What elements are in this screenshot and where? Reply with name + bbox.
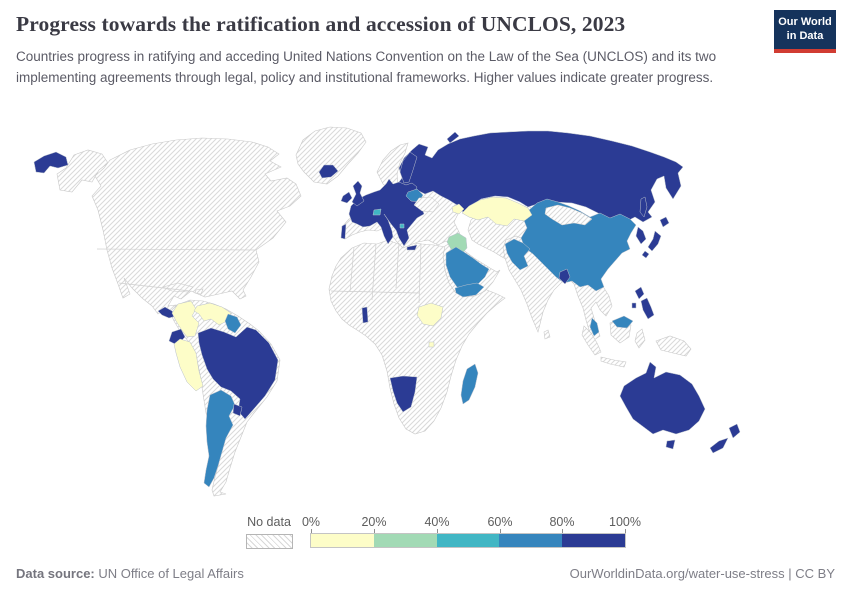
country-guyana[interactable] [224, 313, 242, 334]
country-south-korea[interactable] [635, 226, 647, 245]
legend-tick-mark [562, 529, 563, 534]
legend-tick-mark [374, 529, 375, 534]
country-north-macedonia[interactable] [399, 223, 405, 229]
region-north-america[interactable] [91, 137, 302, 315]
country-philippines-luzon[interactable] [634, 286, 645, 300]
owid-logo[interactable]: Our World in Data [774, 10, 836, 53]
legend-tick-label-20: 20% [361, 515, 387, 529]
country-azerbaijan[interactable] [451, 203, 465, 215]
country-brazil[interactable] [197, 326, 279, 420]
legend-tick-label-0: 0% [301, 515, 321, 529]
country-malaysia-borneo[interactable] [611, 315, 634, 329]
chart-footer: Data source: UN Office of Legal Affairs … [16, 566, 835, 581]
region-sri-lanka[interactable] [543, 329, 551, 340]
region-alaska[interactable] [56, 149, 109, 193]
country-saudi-arabia[interactable] [445, 246, 490, 291]
country-bangladesh[interactable] [558, 268, 571, 285]
country-yemen[interactable] [454, 282, 485, 298]
region-sumatra[interactable] [581, 325, 602, 356]
country-south-sudan[interactable] [416, 302, 444, 327]
country-peru[interactable] [173, 338, 204, 392]
country-russia-novaya-zemlya[interactable] [446, 131, 460, 144]
data-source: Data source: UN Office of Legal Affairs [16, 566, 244, 581]
chart-subtitle: Countries progress in ratifying and acce… [16, 49, 717, 85]
country-venezuela[interactable] [193, 302, 232, 326]
country-rwanda[interactable] [428, 341, 435, 348]
country-china[interactable] [520, 198, 637, 292]
no-data-internal-borders [96, 242, 422, 304]
legend-tick-label-60: 60% [487, 515, 513, 529]
region-ukraine-no-data[interactable] [413, 196, 440, 213]
country-malaysia-peninsula[interactable] [589, 317, 600, 337]
legend-bin-80-100[interactable] [562, 534, 625, 547]
country-togo[interactable] [361, 306, 369, 324]
data-source-value: UN Office of Legal Affairs [98, 566, 244, 581]
country-portugal[interactable] [340, 223, 347, 240]
legend-bin-0-20[interactable] [311, 534, 374, 547]
legend-bin-40-60[interactable] [436, 534, 500, 547]
legend-tick-label-100: 100% [609, 515, 641, 529]
license-note[interactable]: OurWorldinData.org/water-use-stress | CC… [569, 566, 835, 581]
country-russia-chukotka[interactable] [33, 151, 69, 174]
legend-tick-label-80: 80% [549, 515, 575, 529]
country-philippines-visayas[interactable] [631, 302, 637, 309]
owid-logo-line2: in Data [786, 29, 824, 42]
legend-no-data-label: No data [247, 515, 291, 529]
owid-logo-line1: Our World [778, 16, 832, 28]
country-greece-crete[interactable] [406, 244, 418, 251]
legend-tick-mark [311, 529, 312, 534]
country-japan-hokkaido[interactable] [659, 216, 670, 228]
legend-tick-label-40: 40% [424, 515, 450, 529]
country-pakistan[interactable] [504, 238, 531, 271]
country-finland[interactable] [399, 151, 418, 184]
map-legend: No data 0% 20% 40% 60% 80% 100% [0, 513, 850, 555]
legend-bin-20-40[interactable] [373, 534, 437, 547]
country-ireland[interactable] [340, 191, 353, 204]
country-uruguay[interactable] [232, 403, 243, 417]
legend-color-bar [310, 533, 626, 548]
country-argentina[interactable] [203, 389, 236, 488]
legend-tick-mark [625, 529, 626, 534]
data-source-label: Data source: [16, 566, 95, 581]
country-philippines-mindanao[interactable] [640, 297, 655, 320]
region-western-europe[interactable] [348, 178, 425, 247]
region-mongolia-no-data[interactable] [544, 204, 593, 226]
legend-bin-60-80[interactable] [499, 534, 563, 547]
country-japan-honshu[interactable] [647, 230, 662, 252]
country-australia-tasmania[interactable] [665, 439, 676, 450]
region-greenland[interactable] [295, 126, 367, 185]
page-title: Progress towards the ratification and ac… [16, 12, 626, 36]
country-new-zealand-south[interactable] [709, 437, 729, 454]
country-new-zealand-north[interactable] [728, 423, 741, 439]
country-kazakhstan[interactable] [461, 196, 533, 227]
country-iceland[interactable] [318, 164, 339, 179]
region-sulawesi[interactable] [634, 328, 646, 349]
country-colombia[interactable] [171, 300, 200, 338]
region-cuba[interactable] [162, 282, 194, 293]
region-hispaniola[interactable] [194, 288, 204, 295]
country-japan-kyushu[interactable] [641, 250, 650, 259]
country-uk[interactable] [351, 180, 365, 207]
country-madagascar[interactable] [460, 363, 479, 405]
country-namibia[interactable] [389, 375, 418, 413]
legend-tick-mark [437, 529, 438, 534]
region-new-guinea[interactable] [655, 335, 692, 357]
country-australia[interactable] [619, 361, 706, 435]
region-java[interactable] [600, 356, 627, 368]
legend-no-data-swatch[interactable] [246, 534, 293, 549]
world-choropleth-map[interactable] [0, 106, 850, 514]
country-russia-sakhalin[interactable] [639, 196, 648, 218]
legend-tick-mark [500, 529, 501, 534]
country-austria[interactable] [372, 208, 382, 216]
